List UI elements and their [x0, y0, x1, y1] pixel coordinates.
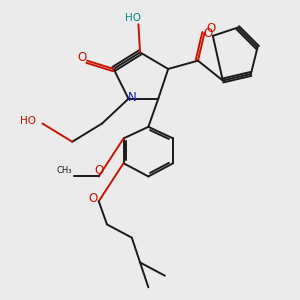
Text: HO: HO — [20, 116, 36, 126]
Text: O: O — [78, 51, 87, 64]
Text: CH₃: CH₃ — [56, 166, 72, 175]
Text: N: N — [128, 91, 137, 103]
Text: HO: HO — [125, 13, 142, 23]
Text: O: O — [203, 27, 212, 40]
Text: O: O — [88, 192, 98, 205]
Text: O: O — [94, 164, 103, 177]
Text: O: O — [206, 22, 215, 35]
